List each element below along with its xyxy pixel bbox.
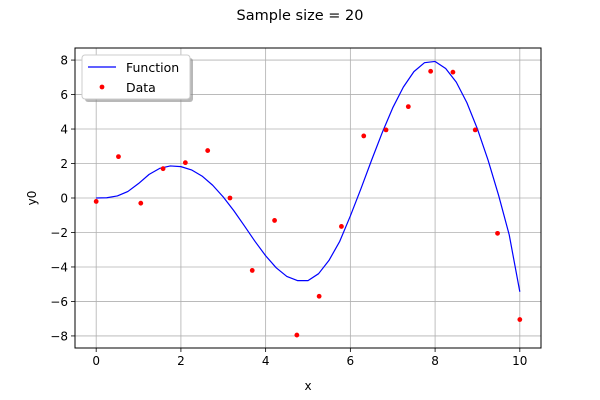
legend-data-label: Data <box>126 80 156 95</box>
data-point <box>517 317 523 322</box>
chart-title: Sample size = 20 <box>237 8 364 24</box>
data-point <box>316 293 322 299</box>
y-tick-label: 2 <box>60 157 68 171</box>
x-tick-label: 8 <box>431 354 439 368</box>
data-point <box>428 68 434 74</box>
y-tick-label: −8 <box>50 329 68 343</box>
y-tick-label: −6 <box>50 295 68 309</box>
function-line <box>96 60 521 292</box>
data-point <box>160 166 166 172</box>
legend: Function Data <box>81 54 193 102</box>
data-point <box>405 104 411 110</box>
plot-area: 0 2 4 6 8 10 −8 −6 −4 −2 0 2 4 6 8 <box>50 47 542 368</box>
x-tick-label: 4 <box>262 354 270 368</box>
data-point <box>361 133 367 139</box>
y-tick-label: 8 <box>60 54 68 68</box>
x-tick-label: 2 <box>177 354 185 368</box>
x-tick-label: 0 <box>92 354 100 368</box>
data-point <box>450 69 456 75</box>
data-point <box>495 230 500 236</box>
data-point <box>249 268 255 273</box>
y-tick-label: −4 <box>50 260 68 274</box>
y-tick-label: 6 <box>60 88 68 102</box>
data-point <box>205 148 211 153</box>
x-tick-label: 6 <box>347 354 355 368</box>
x-tick-label: 10 <box>512 354 527 368</box>
y-tick-label: 0 <box>60 192 68 206</box>
data-point <box>93 199 99 204</box>
grid-layer <box>75 48 541 348</box>
legend-box <box>81 54 191 100</box>
data-point <box>383 127 389 133</box>
line-layer <box>96 60 521 292</box>
data-point <box>272 218 277 223</box>
legend-function-label: Function <box>126 60 179 75</box>
x-axis-label: x <box>304 379 311 393</box>
data-point <box>138 200 144 206</box>
data-point <box>339 224 344 229</box>
data-point <box>182 160 188 166</box>
data-point <box>116 154 121 160</box>
data-point <box>472 127 478 133</box>
y-tick-label: 4 <box>60 123 68 137</box>
y-axis-label: y0 <box>25 191 39 206</box>
point-layer <box>93 68 523 338</box>
legend-data-swatch <box>99 84 105 90</box>
tick-layer: 0 2 4 6 8 10 −8 −6 −4 −2 0 2 4 6 8 <box>50 54 527 368</box>
data-point <box>294 332 300 338</box>
data-point <box>227 195 233 201</box>
y-tick-label: −2 <box>50 226 68 240</box>
